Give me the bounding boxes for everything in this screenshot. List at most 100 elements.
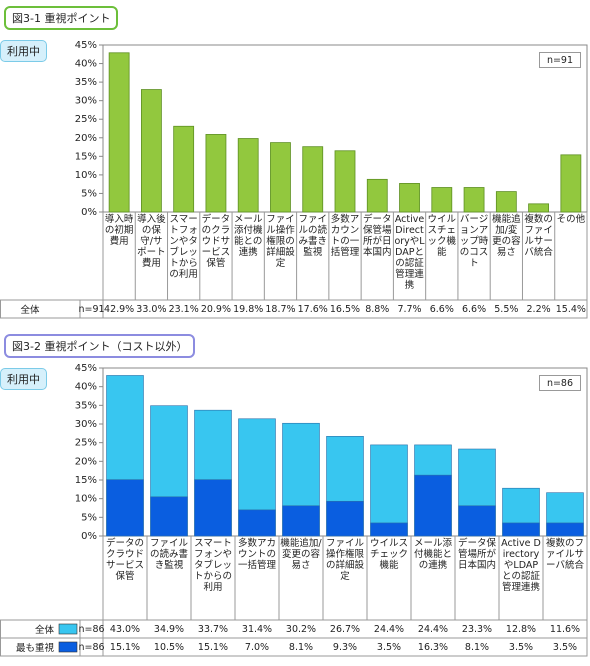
bar [326, 500, 364, 537]
bar [414, 474, 452, 537]
bar [302, 146, 324, 213]
value-label: 24.4% [373, 623, 405, 635]
value-label: 23.3% [461, 623, 493, 635]
category-label: 導入後の保守/サポート費用 [137, 214, 166, 269]
y-tick-label: 0% [81, 207, 97, 218]
row-n-label: n=86 [78, 641, 105, 653]
category-label: Active DirectoryやLDAPとの認証管理連携 [501, 538, 541, 593]
category-label: Active DirectoryやLDAPとの認証管理連携 [394, 214, 425, 291]
y-tick-label: 35% [75, 77, 97, 88]
bar [546, 522, 584, 537]
n-label: n=86 [539, 375, 581, 391]
bar [205, 134, 227, 213]
value-label: 42.9% [104, 303, 135, 315]
value-label: 19.8% [233, 303, 264, 315]
category-label: データのクラウドサービス保管 [105, 538, 144, 582]
value-label: 7.0% [244, 641, 270, 653]
category-label: ウイルスチェック機能 [427, 214, 457, 258]
value-label: 33.7% [197, 623, 229, 635]
value-label: 6.6% [461, 303, 487, 315]
chart-title: 図3-1 重視ポイント [4, 6, 119, 30]
row-label: 全体 [34, 625, 54, 636]
value-label: 10.5% [153, 641, 185, 653]
bar [150, 496, 188, 537]
bar [334, 150, 356, 213]
value-label: 23.1% [168, 303, 199, 315]
table-row [0, 637, 588, 657]
bar [270, 142, 291, 213]
y-tick-label: 5% [81, 512, 97, 523]
category-label: ファイルの読み書き監視 [298, 214, 327, 258]
bar [194, 479, 232, 537]
category-label: ウイルスチェック機能 [369, 538, 408, 571]
category-label: 多数アカウントの一括管理 [237, 538, 276, 571]
row-label: 最も重視 [15, 643, 54, 654]
y-tick-label: 45% [75, 40, 97, 51]
y-tick-label: 15% [75, 475, 97, 486]
status-badge: 利用中 [0, 40, 47, 62]
value-label: 3.5% [508, 641, 534, 653]
value-label: 20.9% [200, 303, 232, 315]
value-label: 9.3% [332, 641, 358, 653]
value-label: 31.4% [241, 623, 273, 635]
bar [238, 509, 276, 537]
category-label: スマートフォンやタブレットからの利用 [193, 538, 232, 593]
category-label: 複数のファイルサーバ統合 [524, 214, 553, 258]
bar [140, 89, 162, 213]
bar [502, 522, 540, 537]
y-tick-label: 0% [81, 531, 97, 542]
category-label: ファイルの読み書き監視 [149, 538, 188, 571]
bar [370, 444, 408, 537]
value-label: 16.5% [329, 303, 361, 315]
value-label: 3.5% [376, 641, 402, 653]
category-label: 機能追加/変更の容易さ [280, 538, 322, 571]
y-tick-label: 35% [75, 400, 97, 411]
bar [282, 505, 320, 537]
row-label: 全体 [20, 305, 40, 316]
value-label: 15.1% [197, 641, 229, 653]
value-label: 11.6% [549, 623, 581, 635]
y-tick-label: 30% [75, 96, 97, 107]
y-tick-label: 45% [75, 363, 97, 374]
value-label: 18.7% [265, 303, 296, 315]
value-label: 43.0% [109, 623, 141, 635]
y-tick-label: 20% [75, 456, 97, 467]
y-tick-label: 20% [75, 133, 97, 144]
category-label: メール添付機能との連携 [233, 214, 263, 258]
value-label: 8.1% [464, 641, 490, 653]
y-tick-label: 25% [75, 114, 97, 125]
bar [463, 187, 485, 213]
bar [528, 203, 550, 213]
category-label: その他 [556, 214, 586, 225]
bar [431, 187, 453, 213]
legend-swatch [58, 623, 78, 635]
n-label: n=91 [539, 52, 581, 68]
value-label: 16.3% [417, 641, 449, 653]
bar [106, 479, 144, 537]
status-badge: 利用中 [0, 368, 47, 390]
y-tick-label: 40% [75, 59, 97, 70]
value-label: 2.2% [526, 303, 551, 315]
category-label: バージョンアップ時のコスト [459, 214, 489, 269]
y-tick-label: 40% [75, 382, 97, 393]
bar [108, 52, 130, 213]
value-label: 8.1% [288, 641, 314, 653]
category-label: 機能追加/変更の容易さ [492, 214, 521, 258]
value-label: 7.7% [397, 303, 422, 315]
row-n-label: n=86 [78, 623, 105, 635]
y-tick-label: 10% [75, 170, 97, 181]
value-label: 26.7% [329, 623, 361, 635]
chart-title: 図3-2 重視ポイント（コスト以外） [4, 334, 196, 358]
value-label: 33.0% [136, 303, 167, 315]
table-row [0, 299, 588, 319]
value-label: 24.4% [417, 623, 449, 635]
bar [366, 178, 388, 213]
category-label: データのクラウドサービス保管 [201, 214, 231, 269]
y-tick-label: 30% [75, 419, 97, 430]
bar [560, 154, 582, 213]
y-tick-label: 10% [75, 494, 97, 505]
category-label: データ保管場所が日本国内 [363, 214, 392, 258]
value-label: 12.8% [505, 623, 537, 635]
category-label: スマートフォンやタブレットからの利用 [169, 214, 198, 280]
